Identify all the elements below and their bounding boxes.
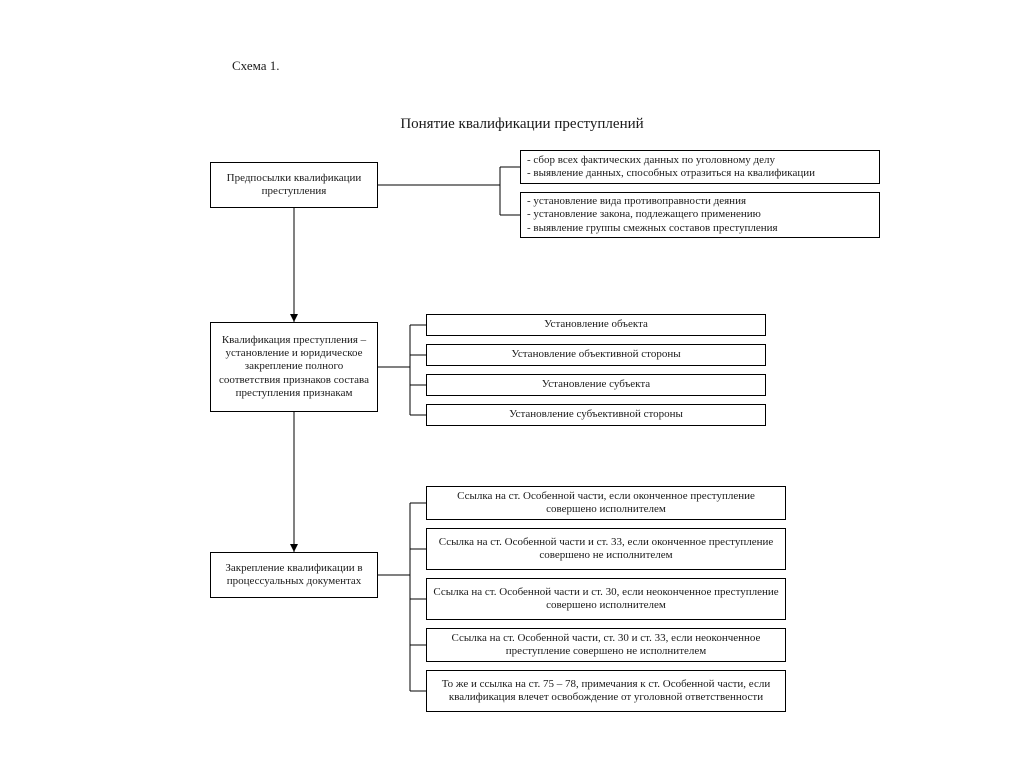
node-n2b: Установление объективной стороны [426, 344, 766, 366]
node-n1b: - установление вида противоправности дея… [520, 192, 880, 238]
node-n1a: - сбор всех фактических данных по уголов… [520, 150, 880, 184]
scheme-caption: Схема 1. [232, 58, 280, 74]
node-n3c: Ссылка на ст. Особенной части и ст. 30, … [426, 578, 786, 620]
diagram-title: Понятие квалификации преступлений [352, 116, 692, 133]
node-n2a: Установление объекта [426, 314, 766, 336]
node-n3b: Ссылка на ст. Особенной части и ст. 33, … [426, 528, 786, 570]
node-n2c: Установление субъекта [426, 374, 766, 396]
node-n3d: Ссылка на ст. Особенной части, ст. 30 и … [426, 628, 786, 662]
node-n3: Закрепление квалификации в процессуальны… [210, 552, 378, 598]
node-n2: Квалификация преступления – установление… [210, 322, 378, 412]
node-n3a: Ссылка на ст. Особенной части, если окон… [426, 486, 786, 520]
diagram-page: Схема 1. Понятие квалификации преступлен… [0, 0, 1024, 767]
node-n2d: Установление субъективной стороны [426, 404, 766, 426]
node-n3e: То же и ссылка на ст. 75 – 78, примечани… [426, 670, 786, 712]
node-n1: Предпосылки квалификации преступления [210, 162, 378, 208]
